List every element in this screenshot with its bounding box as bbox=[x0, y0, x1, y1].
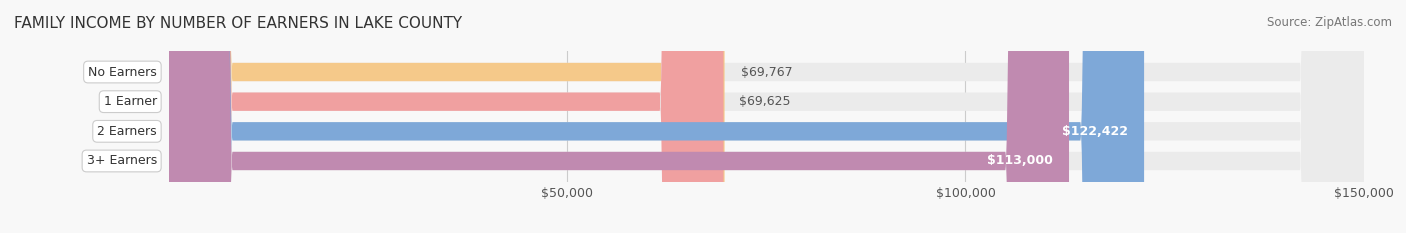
FancyBboxPatch shape bbox=[169, 0, 724, 233]
Text: No Earners: No Earners bbox=[89, 65, 157, 79]
FancyBboxPatch shape bbox=[169, 0, 1364, 233]
Text: $113,000: $113,000 bbox=[987, 154, 1053, 168]
Text: 3+ Earners: 3+ Earners bbox=[87, 154, 157, 168]
Text: 1 Earner: 1 Earner bbox=[104, 95, 157, 108]
Text: FAMILY INCOME BY NUMBER OF EARNERS IN LAKE COUNTY: FAMILY INCOME BY NUMBER OF EARNERS IN LA… bbox=[14, 16, 463, 31]
FancyBboxPatch shape bbox=[169, 0, 1069, 233]
Text: 2 Earners: 2 Earners bbox=[97, 125, 157, 138]
FancyBboxPatch shape bbox=[169, 0, 1364, 233]
FancyBboxPatch shape bbox=[169, 0, 1144, 233]
FancyBboxPatch shape bbox=[169, 0, 1364, 233]
Text: $122,422: $122,422 bbox=[1062, 125, 1128, 138]
FancyBboxPatch shape bbox=[169, 0, 724, 233]
FancyBboxPatch shape bbox=[169, 0, 1364, 233]
Text: $69,767: $69,767 bbox=[741, 65, 792, 79]
Text: Source: ZipAtlas.com: Source: ZipAtlas.com bbox=[1267, 16, 1392, 29]
Text: $69,625: $69,625 bbox=[740, 95, 792, 108]
